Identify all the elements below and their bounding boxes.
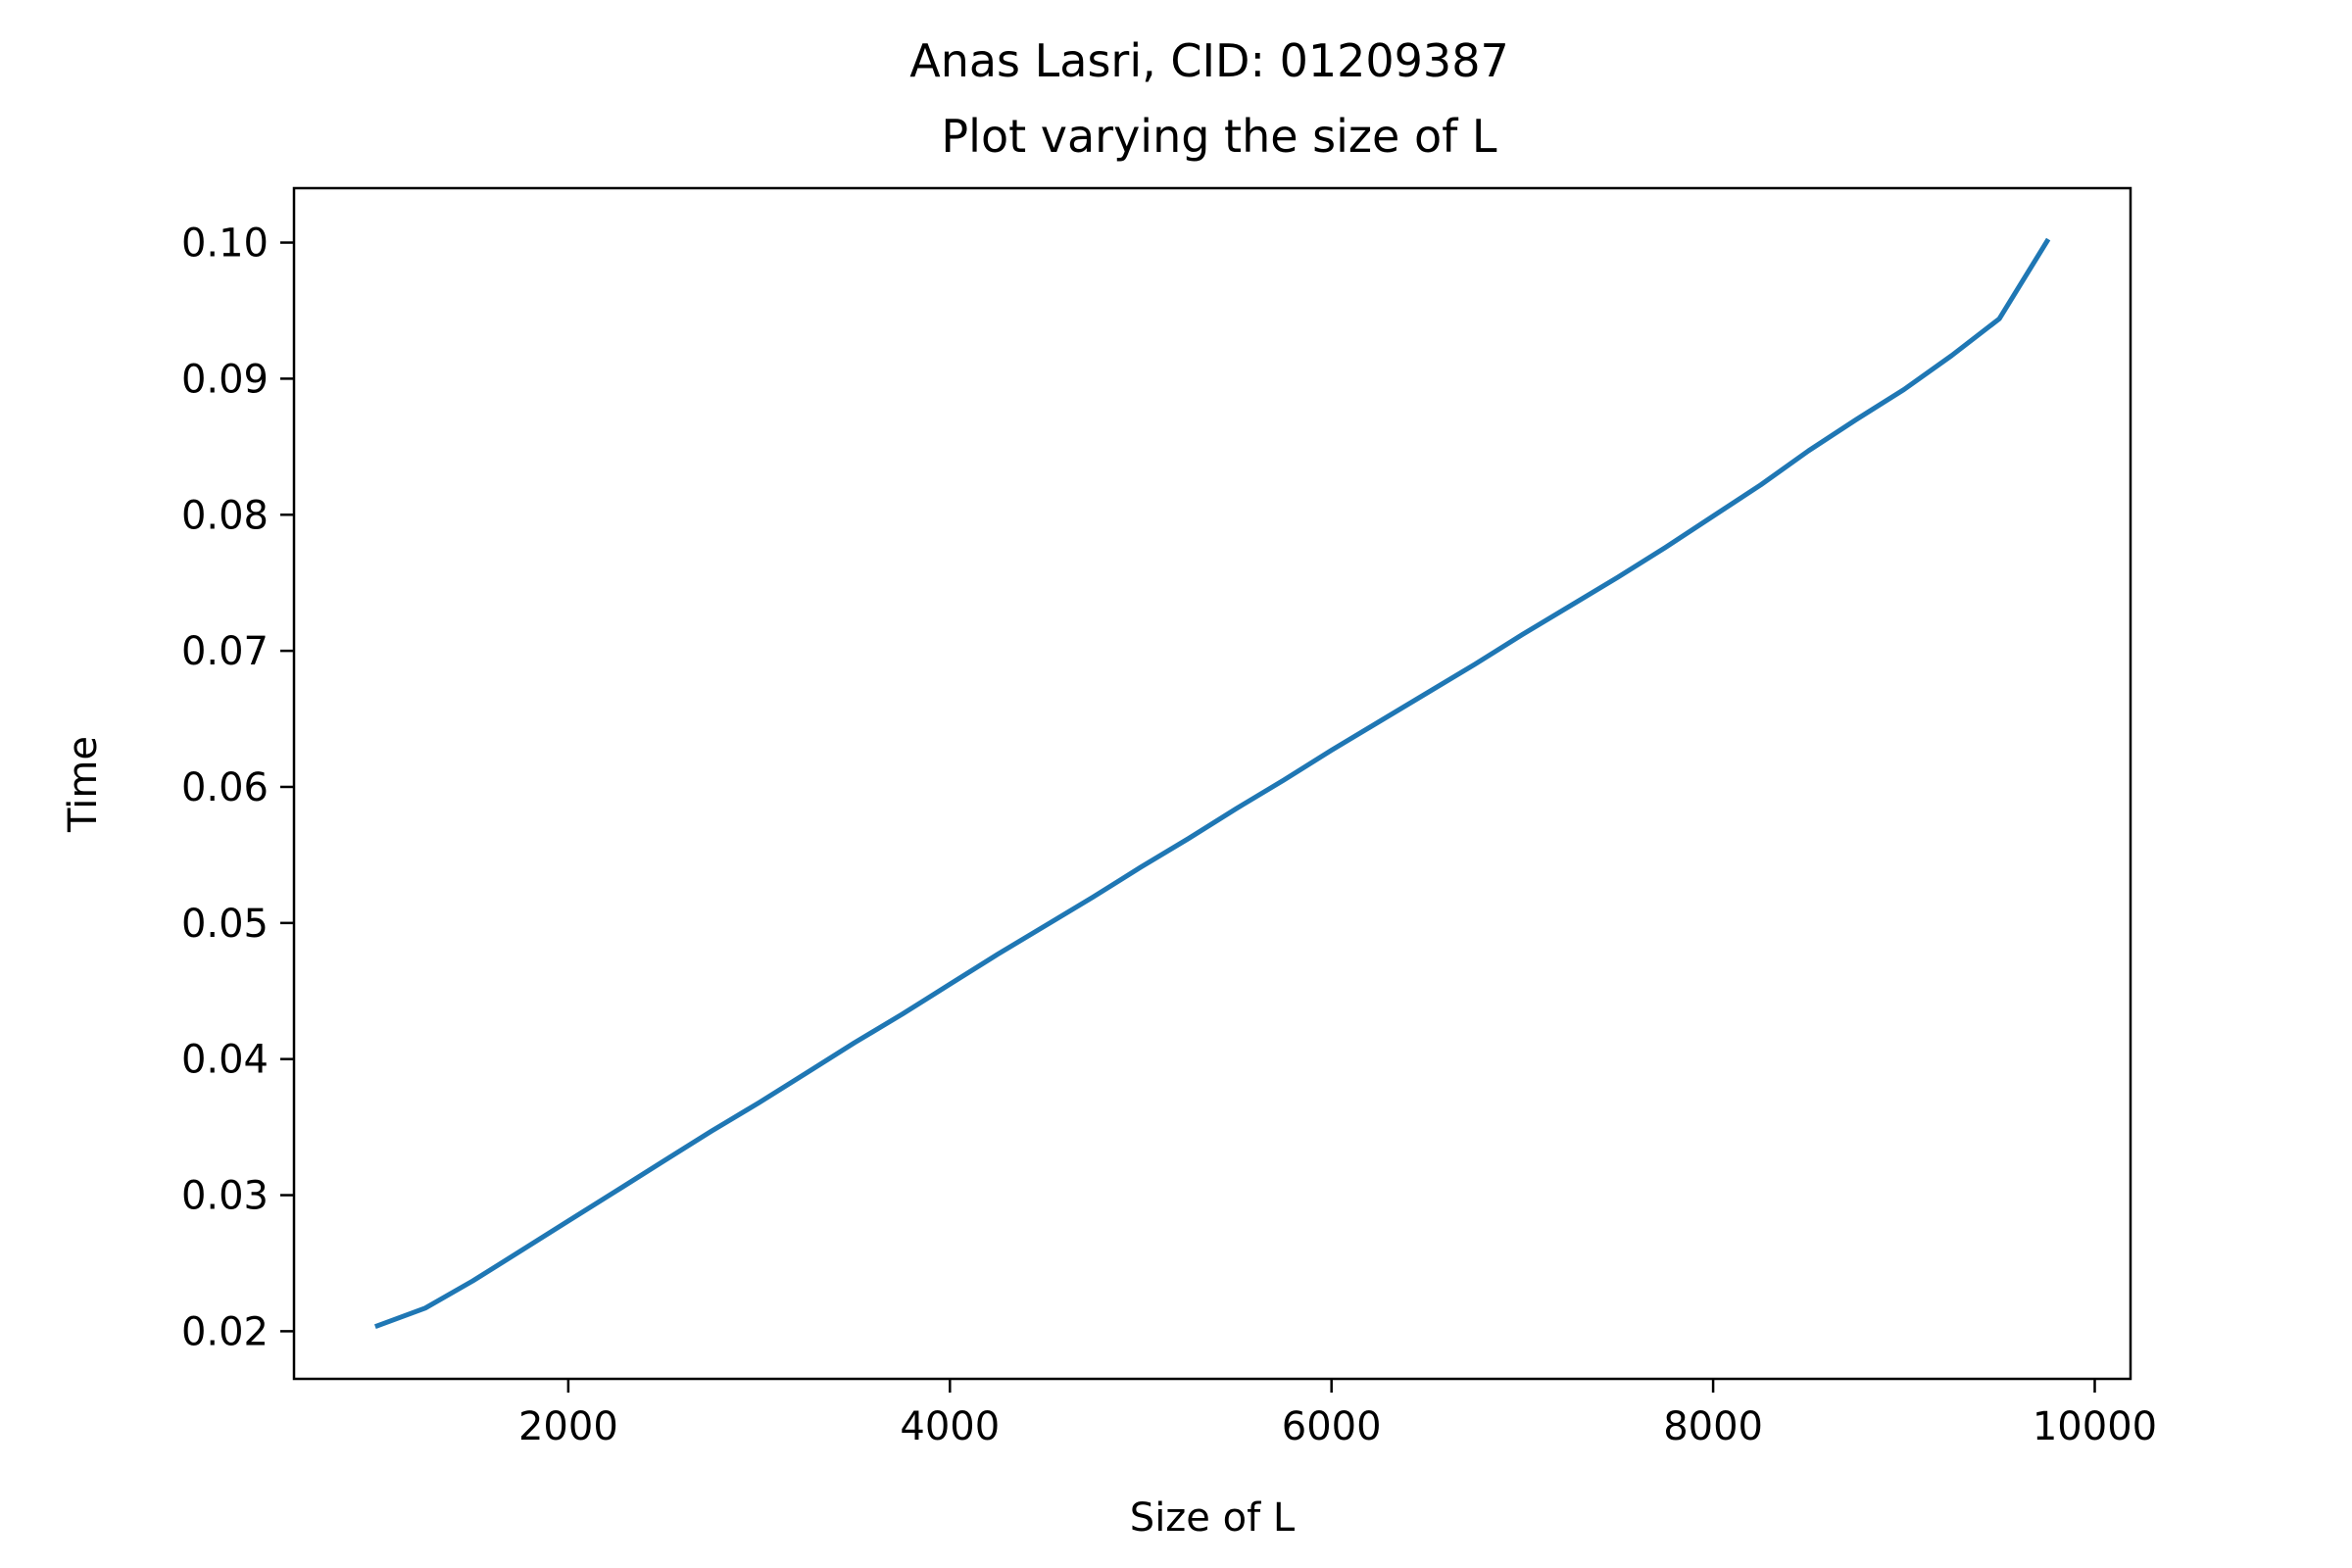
y-tick-label: 0.09 bbox=[181, 357, 269, 402]
y-tick-label: 0.06 bbox=[181, 765, 269, 810]
y-tick-label: 0.03 bbox=[181, 1174, 269, 1219]
y-tick-label: 0.02 bbox=[181, 1309, 269, 1354]
y-tick-label: 0.07 bbox=[181, 629, 269, 674]
y-tick-label: 0.08 bbox=[181, 493, 269, 538]
x-tick-label: 8000 bbox=[1663, 1404, 1763, 1449]
plot-area: 2000 4000 6000 8000 10000 0.02 0.03 0.04 0.05 0.0… bbox=[181, 221, 2157, 1449]
x-tick-label: 2000 bbox=[518, 1404, 618, 1449]
y-tick-label: 0.04 bbox=[181, 1038, 269, 1083]
x-tick-label: 6000 bbox=[1282, 1404, 1382, 1449]
axes-frame bbox=[292, 186, 2132, 1381]
series-line-time bbox=[373, 237, 2051, 1330]
y-tick-label: 0.05 bbox=[181, 902, 269, 947]
chart-subtitle: Plot varying the size of L bbox=[941, 110, 1497, 163]
chart-title: Anas Lasri, CID: 01209387 bbox=[909, 34, 1508, 87]
y-axis-label: Time bbox=[61, 736, 106, 833]
x-tick-label: 10000 bbox=[2033, 1404, 2157, 1449]
x-tick-label: 4000 bbox=[900, 1404, 1000, 1449]
y-tick-label: 0.10 bbox=[181, 221, 269, 267]
x-axis-label: Size of L bbox=[1130, 1495, 1296, 1541]
